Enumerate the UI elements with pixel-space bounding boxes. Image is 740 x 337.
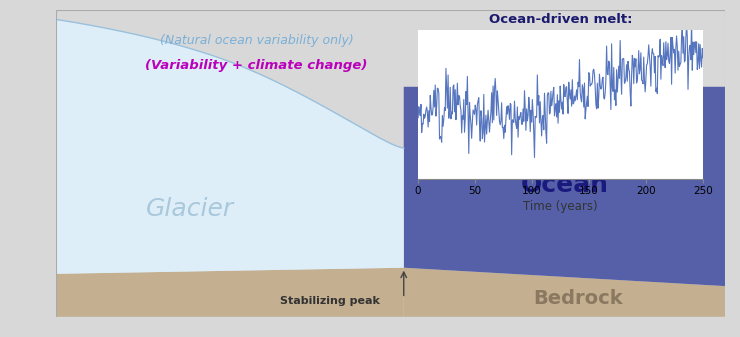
Text: Ocean: Ocean — [520, 173, 608, 197]
Title: Ocean-driven melt:: Ocean-driven melt: — [489, 13, 632, 26]
X-axis label: Time (years): Time (years) — [523, 200, 598, 213]
Text: (Variability + climate change): (Variability + climate change) — [145, 59, 368, 72]
Polygon shape — [56, 19, 404, 274]
Polygon shape — [404, 268, 725, 317]
Text: Bedrock: Bedrock — [533, 289, 622, 308]
Text: (Natural ocean variability only): (Natural ocean variability only) — [160, 34, 353, 47]
Text: Glacier: Glacier — [145, 197, 234, 221]
Text: Stabilizing peak: Stabilizing peak — [280, 297, 380, 306]
Polygon shape — [404, 87, 725, 286]
Polygon shape — [56, 268, 404, 317]
